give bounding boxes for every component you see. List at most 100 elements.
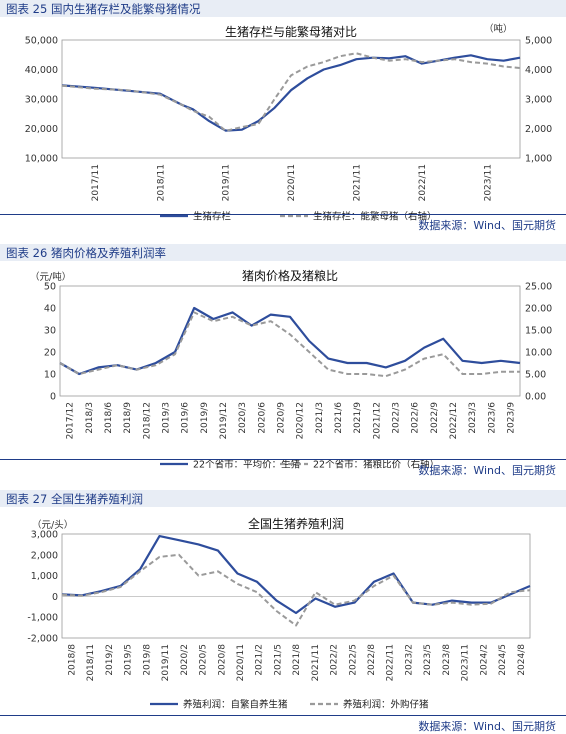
y-tick-label-left: 50: [44, 282, 56, 293]
x-tick-label: 2023/11: [483, 164, 493, 201]
x-tick-label: 2019/2: [105, 644, 115, 676]
divider: [0, 214, 566, 215]
x-tick-label: 2019/12: [219, 402, 229, 439]
y-tick-label-left: -1,000: [27, 613, 58, 624]
x-tick-label: 2021/3: [315, 402, 325, 434]
plot-frame: [61, 533, 531, 639]
x-tick-label: 2021/5: [273, 644, 283, 676]
legend-label-1: 22个省市：猪粮比价（右轴）: [313, 459, 439, 471]
plot-frame: [59, 285, 521, 397]
x-tick-label: 2018/3: [85, 402, 95, 434]
x-tick-label: 2018/12: [142, 402, 152, 439]
legend-label-0: 22个省市：平均价：生猪: [193, 459, 301, 471]
x-tick-label: 2022/11: [418, 164, 428, 201]
x-tick-label: 2020/11: [287, 164, 297, 201]
x-tick-label: 2022/3: [392, 402, 402, 434]
x-tick-label: 2020/8: [217, 644, 227, 676]
y-tick-label-right: 25.00: [525, 282, 552, 293]
x-tick-label: 2024/8: [517, 644, 527, 676]
caption-bar: [0, 0, 566, 17]
source-note: 数据来源：Wind、国元期货: [418, 720, 556, 733]
x-tick-label: 2021/12: [372, 402, 382, 439]
y-tick-label-right: 0.00: [525, 392, 546, 403]
x-tick-label: 2019/6: [181, 402, 191, 434]
x-tick-label: 2022/12: [449, 402, 459, 439]
y-tick-label-right: 3,000: [525, 95, 552, 106]
y-tick-label-left: 0: [52, 592, 58, 603]
x-tick-label: 2023/3: [468, 402, 478, 434]
x-tick-label: 2021/11: [311, 644, 321, 681]
x-tick-label: 2022/8: [367, 644, 377, 676]
chart-svg: 生猪存栏与能繁母猪对比 10,000 20,000 30,000 40,000 50,00…: [25, 23, 552, 223]
series-line-0: [59, 306, 521, 376]
divider: [0, 715, 566, 716]
x-tick-label: 2023/11: [461, 644, 471, 681]
chart-section-3: 图表 27 全国生猪养殖利润 全国生猪养殖利润 -2,000 -1,000 0 1,00…: [0, 490, 566, 734]
y-tick-label-right: 20.00: [525, 304, 552, 315]
x-tick-label: 2021/11: [353, 164, 363, 201]
x-tick-label: 2023/6: [487, 402, 497, 434]
y-tick-label-left: 20: [44, 348, 56, 359]
x-tick-label: 2018/11: [156, 164, 166, 201]
x-tick-label: 2018/6: [104, 402, 114, 434]
y-tick-label-left: 50,000: [25, 36, 58, 47]
x-tick-label: 2020/6: [257, 402, 267, 434]
x-tick-label: 2020/12: [296, 402, 306, 439]
x-tick-label: 2019/11: [222, 164, 232, 201]
x-tick-label: 2019/3: [162, 402, 172, 434]
chart-section-1: 图表 25 国内生猪存栏及能繁母猪情况 生猪存栏与能繁母猪对比 10,000 20,…: [0, 0, 566, 232]
x-tick-label: 2017/12: [66, 402, 76, 439]
x-tick-label: 2018/9: [123, 402, 133, 434]
x-tick-label: 2021/2: [255, 644, 265, 676]
y-tick-label-right: 2,000: [525, 124, 552, 135]
x-tick-label: 2022/9: [430, 402, 440, 434]
y-tick-label-left: 30,000: [25, 95, 58, 106]
x-tick-label: 2022/6: [411, 402, 421, 434]
divider: [0, 459, 566, 460]
series-line-0: [61, 54, 521, 132]
x-tick-label: 2022/2: [330, 644, 340, 676]
y-tick-label-right: 5.00: [525, 370, 546, 381]
y-axis-label-right: （吨）: [484, 23, 513, 35]
figure-caption: 图表 27 全国生猪养殖利润: [6, 492, 143, 506]
plot-frame: [61, 39, 521, 159]
x-tick-label: 2019/11: [161, 644, 171, 681]
caption-bar: [0, 490, 566, 507]
y-tick-label-left: 2,000: [31, 550, 58, 561]
y-tick-label-left: 10: [44, 370, 56, 381]
x-tick-label: 2019/8: [142, 644, 152, 676]
chart-section-2: 图表 26 猪肉价格及养殖利润率 猪肉价格及猪粮比 0 10 20 30 40 50 （元/吨…: [0, 244, 566, 478]
y-tick-label-left: 0: [50, 392, 56, 403]
x-tick-label: 2023/9: [507, 402, 517, 434]
x-tick-label: 2021/8: [292, 644, 302, 676]
x-tick-label: 2024/2: [479, 644, 489, 676]
source-note: 数据来源：Wind、国元期货: [418, 219, 556, 232]
y-tick-label-left: 3,000: [31, 530, 58, 541]
x-tick-label: 2020/11: [236, 644, 246, 681]
x-tick-label: 2018/11: [86, 644, 96, 681]
x-tick-label: 2023/8: [442, 644, 452, 676]
chart-title: 全国生猪养殖利润: [248, 516, 344, 531]
figure-caption: 图表 26 猪肉价格及养殖利润率: [6, 246, 166, 260]
series-line-1: [61, 52, 521, 132]
y-tick-label-right: 15.00: [525, 326, 552, 337]
x-tick-label: 2023/2: [404, 644, 414, 676]
y-tick-label-left: 30: [44, 326, 56, 337]
chart-svg: 猪肉价格及猪粮比 0 10 20 30 40 50（元/吨） 0.00 5.00 10.00 15.…: [30, 268, 552, 471]
x-tick-label: 2019/9: [200, 402, 210, 434]
x-tick-label: 2020/2: [180, 644, 190, 676]
y-tick-label-right: 5,000: [525, 36, 552, 47]
x-tick-label: 2019/5: [124, 644, 134, 676]
y-axis-label-left: （元/吨）: [30, 271, 71, 283]
x-tick-label: 2021/6: [334, 402, 344, 434]
x-tick-label: 2017/11: [91, 164, 101, 201]
y-tick-label-right: 4,000: [525, 65, 552, 76]
y-tick-label-left: 20,000: [25, 124, 58, 135]
series-line-0: [61, 535, 531, 615]
x-tick-label: 2020/5: [199, 644, 209, 676]
y-tick-label-left: 40,000: [25, 65, 58, 76]
legend-label-0: 生猪存栏: [193, 211, 232, 223]
legend-label-1: 养殖利润：外购仔猪: [343, 699, 429, 711]
x-tick-label: 2022/11: [386, 644, 396, 681]
legend-label-1: 生猪存栏：能繁母猪（右轴）: [313, 211, 437, 223]
